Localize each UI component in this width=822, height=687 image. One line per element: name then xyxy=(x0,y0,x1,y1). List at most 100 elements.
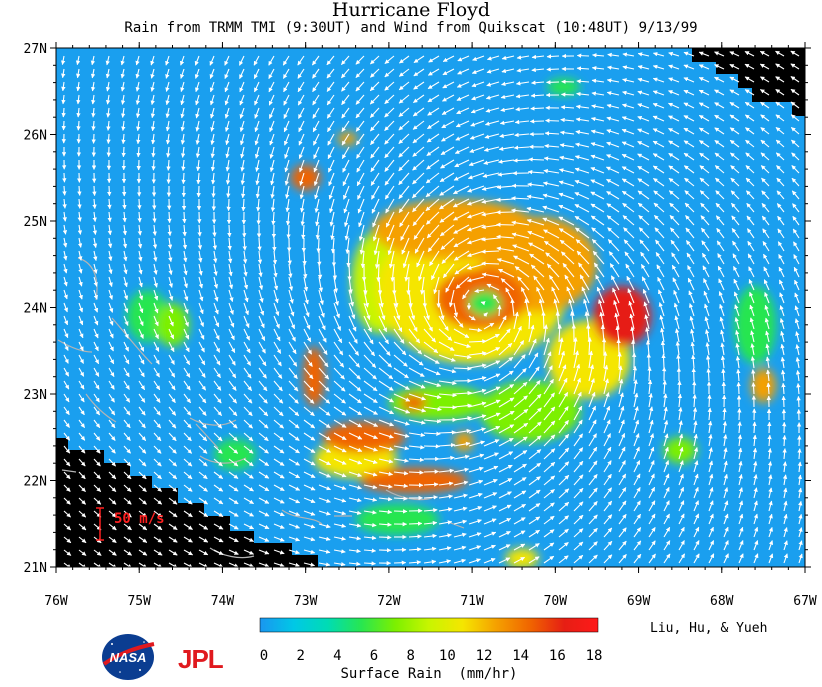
colorbar-tick-label: 2 xyxy=(296,648,304,664)
wind-arrow xyxy=(152,237,158,249)
wind-arrow xyxy=(767,421,772,434)
wind-arrow xyxy=(314,185,320,200)
wind-arrow xyxy=(225,159,230,172)
wind-arrow xyxy=(413,68,425,77)
wind-arrow xyxy=(326,55,335,66)
wind-arrow xyxy=(439,211,455,223)
wind-arrow xyxy=(590,167,605,174)
wind-arrow xyxy=(699,165,710,174)
wind-arrow xyxy=(341,133,350,146)
wind-arrow xyxy=(91,120,96,131)
wind-arrow xyxy=(452,198,470,208)
wind-arrow xyxy=(90,81,96,92)
wind-arrow xyxy=(313,159,320,173)
wind-arrow xyxy=(526,218,545,226)
wind-arrow xyxy=(698,64,710,70)
wind-arrow xyxy=(775,126,785,135)
wind-arrow xyxy=(384,94,395,105)
wind-arrow xyxy=(438,430,457,435)
wind-arrow xyxy=(621,153,635,161)
wind-arrow xyxy=(165,94,170,106)
wind-arrow xyxy=(637,77,650,83)
wind-arrow xyxy=(714,139,725,148)
wind-arrow xyxy=(559,130,575,135)
wind-arrow xyxy=(698,89,710,96)
wind-arrow xyxy=(730,202,740,213)
wind-arrow xyxy=(760,127,770,135)
wind-arrow xyxy=(357,198,365,214)
wind-arrow xyxy=(197,224,202,237)
wind-arrow xyxy=(698,102,710,109)
y-tick-label: 24N xyxy=(24,302,47,317)
wind-arrow xyxy=(590,215,605,226)
wind-arrow xyxy=(61,81,66,92)
wind-arrow xyxy=(731,215,740,226)
wind-arrow xyxy=(105,94,111,105)
wind-arrow xyxy=(76,81,81,92)
wind-arrow xyxy=(400,224,410,241)
wind-arrow xyxy=(471,68,485,74)
wind-arrow xyxy=(637,65,650,70)
x-tick-label: 68W xyxy=(710,594,734,609)
wind-arrow xyxy=(575,130,590,135)
wind-arrow xyxy=(286,224,291,239)
wind-arrow xyxy=(442,55,455,62)
wind-arrow xyxy=(714,127,725,135)
wind-arrow xyxy=(343,185,350,200)
wind-arrow xyxy=(356,146,365,159)
wind-arrow xyxy=(315,211,320,227)
wind-arrow xyxy=(791,139,800,148)
wind-arrow xyxy=(440,159,455,169)
wind-arrow xyxy=(637,202,650,213)
wind-arrow xyxy=(668,127,680,135)
colorbar-tick-label: 16 xyxy=(549,648,566,664)
wind-arrow xyxy=(412,107,425,117)
wind-arrow xyxy=(197,237,203,250)
wind-arrow xyxy=(224,107,230,119)
wind-arrow xyxy=(637,153,650,161)
wind-arrow xyxy=(283,120,290,133)
wind-arrow xyxy=(637,103,650,109)
wind-arrow xyxy=(75,55,81,66)
wind-arrow xyxy=(239,133,245,146)
wind-arrow xyxy=(543,168,560,174)
wind-arrow xyxy=(224,81,230,93)
wind-arrow xyxy=(412,133,425,144)
wind-arrow xyxy=(196,185,201,198)
wind-arrow xyxy=(685,215,695,226)
wind-arrow xyxy=(745,127,755,135)
wind-arrow xyxy=(760,152,770,161)
wind-arrow xyxy=(426,224,440,239)
wind-arrow xyxy=(398,198,410,214)
wind-arrow xyxy=(179,55,185,66)
wind-arrow xyxy=(511,196,530,201)
wind-arrow xyxy=(60,55,66,66)
wind-arrow xyxy=(591,78,605,84)
wind-arrow xyxy=(398,159,410,172)
wind-arrow xyxy=(729,89,740,96)
wind-arrow xyxy=(606,116,620,122)
wind-arrow xyxy=(515,81,530,86)
wind-arrow xyxy=(668,152,680,161)
wind-arrow xyxy=(469,146,485,153)
wind-arrow xyxy=(714,64,725,70)
wind-arrow xyxy=(370,146,380,159)
wind-arrow xyxy=(369,107,380,118)
wind-arrow xyxy=(356,159,365,173)
wind-arrow xyxy=(358,224,365,242)
wind-arrow xyxy=(590,191,605,200)
wind-arrow xyxy=(668,177,680,187)
wind-arrow xyxy=(329,211,335,227)
wind-arrow xyxy=(797,435,802,447)
wind-arrow xyxy=(412,198,425,213)
wind-arrow xyxy=(378,535,392,540)
wind-arrow xyxy=(746,202,755,213)
wind-arrow xyxy=(240,185,246,199)
wind-arrow xyxy=(399,55,410,64)
wind-arrow xyxy=(606,203,620,213)
wind-arrow xyxy=(426,211,440,225)
wind-arrow xyxy=(730,177,740,187)
wind-arrow xyxy=(575,117,590,122)
wind-arrow xyxy=(328,185,335,200)
wind-arrow xyxy=(165,120,171,132)
